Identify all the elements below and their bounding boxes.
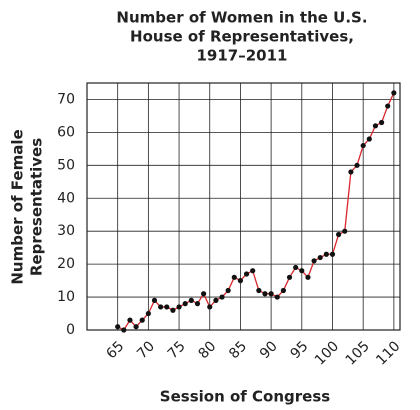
data-point <box>317 254 323 261</box>
data-point <box>348 169 354 175</box>
x-tick-label: 105 <box>343 338 373 368</box>
data-point <box>378 119 385 126</box>
x-axis-label: Session of Congress <box>160 388 330 406</box>
y-tick-label: 60 <box>57 124 75 140</box>
data-point <box>262 291 268 297</box>
chart-title: House of Representatives, <box>130 28 354 46</box>
data-point <box>342 228 348 234</box>
data-point <box>115 324 121 330</box>
data-point <box>305 274 311 280</box>
data-point <box>182 301 188 307</box>
x-tick-label: 75 <box>165 338 189 362</box>
data-point <box>237 278 244 284</box>
data-point <box>268 291 274 297</box>
y-tick-label: 50 <box>57 157 75 173</box>
data-point <box>274 294 280 300</box>
data-point <box>201 291 207 297</box>
data-point <box>151 297 158 303</box>
data-point <box>336 231 342 238</box>
data-point <box>250 268 256 274</box>
y-tick-label: 40 <box>57 190 75 206</box>
y-axis-label: Number of Female <box>9 129 27 284</box>
data-point <box>286 274 293 280</box>
data-point <box>139 317 145 323</box>
y-axis-label: Representatives <box>28 138 46 276</box>
data-point <box>311 258 317 264</box>
x-tick-label: 65 <box>103 338 127 362</box>
data-point <box>133 324 139 330</box>
data-point <box>256 287 262 294</box>
data-point <box>231 274 237 280</box>
data-point <box>354 162 360 168</box>
y-tick-label: 30 <box>57 223 75 239</box>
x-tick-label: 95 <box>288 338 312 362</box>
x-tick-label: 100 <box>312 338 342 368</box>
x-tick-label: 90 <box>257 338 281 362</box>
y-tick-label: 70 <box>57 91 75 107</box>
data-point <box>329 251 336 257</box>
data-point <box>219 294 225 300</box>
x-tick-label: 80 <box>195 338 219 362</box>
data-point <box>391 90 397 96</box>
data-point <box>243 271 250 277</box>
data-point <box>164 304 170 310</box>
chart-title: Number of Women in the U.S. <box>116 9 367 27</box>
data-point <box>385 103 391 109</box>
data-point <box>366 136 372 142</box>
x-tick-label: 85 <box>226 338 250 362</box>
data-point <box>293 264 299 271</box>
y-tick-label: 0 <box>66 322 75 338</box>
data-point <box>127 317 133 323</box>
data-point <box>170 307 176 313</box>
data-point <box>207 304 213 310</box>
x-tick-label: 110 <box>373 338 403 368</box>
data-point <box>176 304 182 310</box>
data-point <box>121 327 127 333</box>
data-point <box>360 142 366 149</box>
x-tick-label: 70 <box>134 338 158 362</box>
data-point <box>323 251 329 257</box>
y-tick-label: 10 <box>57 289 75 305</box>
data-line <box>117 92 395 331</box>
chart-title: 1917–2011 <box>197 47 288 65</box>
data-point <box>194 301 201 307</box>
data-point <box>299 268 305 274</box>
data-point <box>280 287 286 294</box>
data-point <box>158 304 164 310</box>
data-point <box>213 297 219 303</box>
plot-area <box>86 82 401 331</box>
data-point <box>188 297 194 303</box>
data-point <box>372 123 379 129</box>
y-tick-label: 20 <box>57 256 75 272</box>
data-point <box>145 310 151 317</box>
data-point <box>225 287 231 294</box>
